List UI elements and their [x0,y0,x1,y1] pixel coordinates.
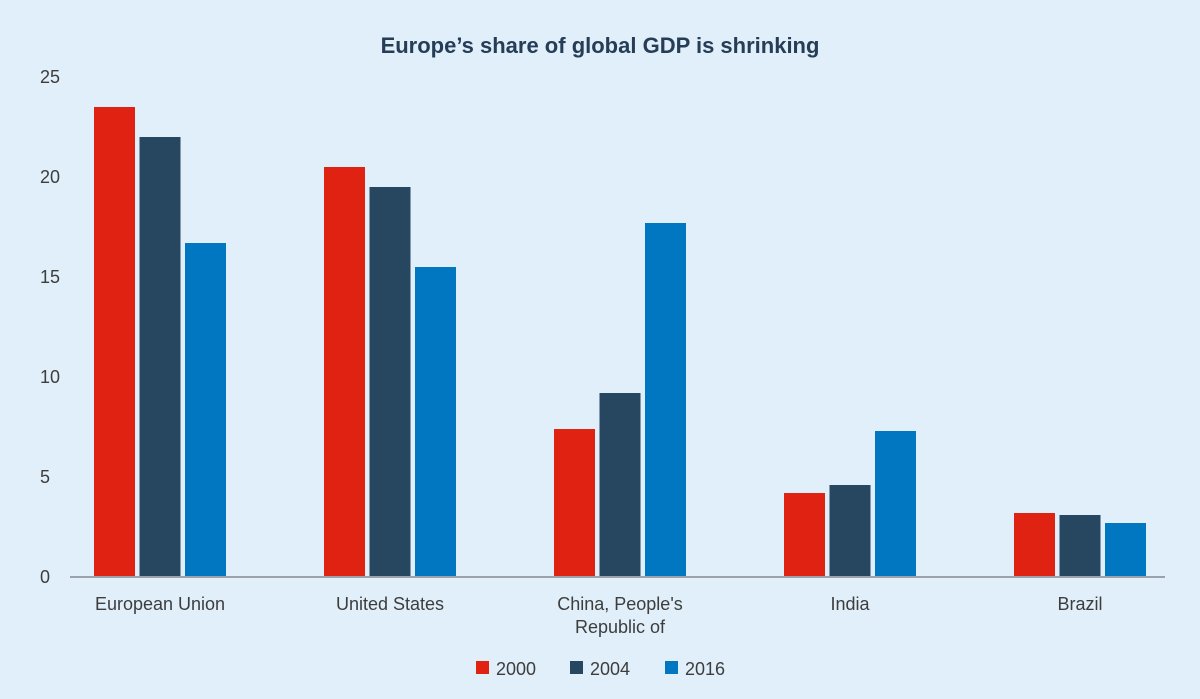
legend-label-2000: 2000 [496,659,536,679]
x-tick-label: India [830,594,870,614]
legend-swatch-2004 [570,661,583,674]
chart-title: Europe’s share of global GDP is shrinkin… [381,33,820,58]
legend-label-2004: 2004 [590,659,630,679]
legend-swatch-2000 [476,661,489,674]
bar-2000 [554,429,595,577]
x-tick-label: Republic of [575,617,666,637]
bar-2016 [415,267,456,577]
bar-2004 [139,137,181,577]
x-axis: European Union United States China, People… [95,594,1103,637]
bar-2016 [1105,523,1146,577]
y-tick-label: 25 [40,67,60,87]
bar-2000 [324,167,365,577]
bar-2004 [1059,515,1101,577]
x-tick-label: United States [336,594,444,614]
bar-2004 [369,187,411,577]
bar-2000 [1014,513,1055,577]
bar-2004 [829,485,871,577]
x-tick-label: European Union [95,594,225,614]
y-tick-label: 20 [40,167,60,187]
legend-swatch-2016 [665,661,678,674]
bar-2016 [185,243,226,577]
bar-2016 [645,223,686,577]
y-tick-label: 0 [40,567,50,587]
bar-2000 [94,107,135,577]
y-tick-label: 10 [40,367,60,387]
y-tick-label: 5 [40,467,50,487]
y-axis: 0 5 10 15 20 25 [40,67,60,587]
legend-label-2016: 2016 [685,659,725,679]
legend: 2000 2004 2016 [476,659,725,679]
bar-2000 [784,493,825,577]
y-tick-label: 15 [40,267,60,287]
bar-group [94,107,1146,577]
x-tick-label: China, People's [557,594,683,614]
x-tick-label: Brazil [1057,594,1102,614]
bar-2004 [599,393,641,577]
bar-2016 [875,431,916,577]
